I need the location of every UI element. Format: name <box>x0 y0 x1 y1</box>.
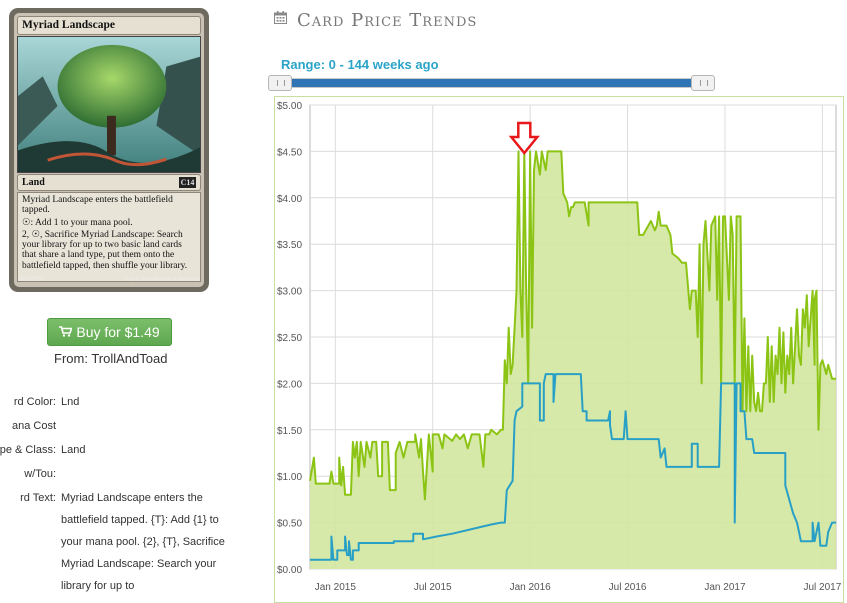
rules-line-1: Myriad Landscape enters the battlefield … <box>22 195 173 216</box>
attr-row-pow-tou: w/Tou: <box>0 465 235 489</box>
range-slider-fill <box>283 79 701 87</box>
price-chart-svg: $0.00 $0.50 $1.00 $1.50 $2.00 $2.50 $3.00 $3.50… <box>277 101 842 593</box>
card-rules-text: Myriad Landscape enters the battlefield … <box>17 192 201 282</box>
y-tick-label: $3.50 <box>277 240 302 251</box>
attr-row-color: rd Color: Lnd <box>0 393 235 417</box>
x-tick-label: Jul 2017 <box>803 582 841 593</box>
attr-row-type: pe & Class: Land <box>0 441 235 465</box>
attr-label: rd Color: <box>13 396 56 408</box>
y-tick-label: $0.50 <box>277 519 302 530</box>
card-frame: Myriad Landscape <box>14 13 204 287</box>
card-image: Myriad Landscape <box>9 8 209 292</box>
buy-button-label: Buy for $1.49 <box>76 324 160 340</box>
attr-label: rd Text: <box>20 492 56 504</box>
landscape-art <box>18 37 200 172</box>
x-tick-label: Jul 2016 <box>609 582 647 593</box>
x-axis-ticks: Jan 2015 Jul 2015 Jan 2016 Jul 2016 Jan 2017… <box>315 582 842 593</box>
attr-value: Myriad Landscape enters the battlefield … <box>61 492 225 592</box>
y-tick-label: $2.00 <box>277 379 302 390</box>
high-price-area <box>310 151 836 569</box>
calendar-icon <box>274 11 287 29</box>
rules-line-3: 2, ☉, Sacrifice Myriad Landscape: Search… <box>22 229 188 271</box>
x-tick-label: Jan 2016 <box>510 582 552 593</box>
attr-label: pe & Class: <box>0 444 56 456</box>
card-footer: 061/337 U ™ & © 2014 Wizards of the Coas… <box>17 275 201 287</box>
attr-value: Lnd <box>61 396 80 408</box>
y-tick-label: $1.50 <box>277 426 302 437</box>
down-arrow-icon <box>508 121 540 155</box>
seller-name: From: TrollAndToad <box>54 351 168 366</box>
range-slider-handle-end[interactable] <box>691 75 715 91</box>
y-tick-label: $0.00 <box>277 565 302 576</box>
attr-label: ana Cost <box>11 420 56 432</box>
shopping-cart-icon <box>59 320 73 346</box>
card-attributes: rd Color: Lnd ana Cost pe & Class: Land … <box>0 393 235 592</box>
attr-value: Land <box>61 444 86 456</box>
buy-button[interactable]: Buy for $1.49 <box>47 318 172 346</box>
card-type-text: Land <box>22 177 45 188</box>
attr-row-mana-cost: ana Cost <box>0 417 235 441</box>
y-tick-label: $3.00 <box>277 287 302 298</box>
rules-line-2: ☉: Add 1 to your mana pool. <box>22 217 133 228</box>
set-symbol: C14 <box>179 177 196 188</box>
price-chart: $0.00 $0.50 $1.00 $1.50 $2.00 $2.50 $3.00 $3.50… <box>274 96 844 603</box>
y-tick-label: $4.50 <box>277 147 302 158</box>
x-tick-label: Jan 2017 <box>704 582 746 593</box>
card-art <box>17 36 201 173</box>
card-name: Myriad Landscape <box>17 16 201 35</box>
attr-label: w/Tou: <box>24 468 56 480</box>
range-slider-handle-start[interactable] <box>268 75 292 91</box>
collector-number: 061/337 U <box>19 277 43 283</box>
y-tick-label: $2.50 <box>277 333 302 344</box>
range-label: Range: 0 - 144 weeks ago <box>281 57 439 72</box>
trends-title: Card Price Trends <box>297 9 478 31</box>
y-tick-label: $5.00 <box>277 101 302 112</box>
x-tick-label: Jan 2015 <box>315 582 357 593</box>
card-type-line: Land C14 <box>17 174 201 191</box>
y-axis-ticks: $0.00 $0.50 $1.00 $1.50 $2.00 $2.50 $3.00 $3.50… <box>277 101 302 576</box>
high-price-line <box>309 150 836 501</box>
card-copyright: ™ & © 2014 Wizards of the Coast <box>123 277 199 283</box>
y-tick-label: $4.00 <box>277 194 302 205</box>
y-tick-label: $1.00 <box>277 472 302 483</box>
trends-header: Card Price Trends <box>274 8 477 32</box>
low-price-line <box>310 373 836 561</box>
attr-row-card-text: rd Text: Myriad Landscape enters the bat… <box>0 489 235 592</box>
x-tick-label: Jul 2015 <box>414 582 452 593</box>
